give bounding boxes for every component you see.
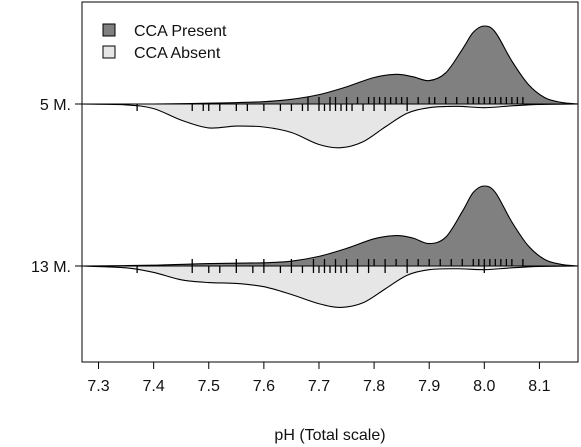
rug-marks [136, 97, 524, 273]
x-axis: 7.3 7.4 7.5 7.6 7.7 7.8 7.9 8.0 8.1 [87, 362, 551, 395]
y-axis: 5 M. 13 M. [31, 97, 82, 276]
legend-swatch [102, 45, 116, 59]
x-tick-label: 7.7 [308, 378, 330, 395]
density-bands [81, 25, 579, 308]
y-tick-label: 13 M. [31, 259, 71, 276]
x-tick-label: 7.4 [143, 378, 165, 395]
x-tick-label: 7.8 [363, 378, 385, 395]
y-tick-label: 5 M. [40, 97, 71, 114]
legend-swatch [102, 23, 116, 37]
x-tick-label: 7.9 [418, 378, 440, 395]
legend: CCA Present CCA Absent [102, 23, 227, 62]
density-present-0 [81, 25, 579, 105]
x-tick-label: 7.5 [198, 378, 220, 395]
x-tick-label: 7.6 [253, 378, 275, 395]
x-tick-label: 8.1 [528, 378, 550, 395]
x-axis-title: pH (Total scale) [274, 427, 385, 444]
density-absent-0 [81, 103, 579, 149]
legend-label: CCA Absent [134, 45, 221, 62]
x-tick-label: 7.3 [87, 378, 109, 395]
group-baselines [82, 103, 578, 267]
plot-frame [81, 1, 579, 363]
x-tick-label: 8.0 [473, 378, 495, 395]
density-present-1 [81, 185, 579, 267]
legend-label: CCA Present [134, 23, 227, 40]
